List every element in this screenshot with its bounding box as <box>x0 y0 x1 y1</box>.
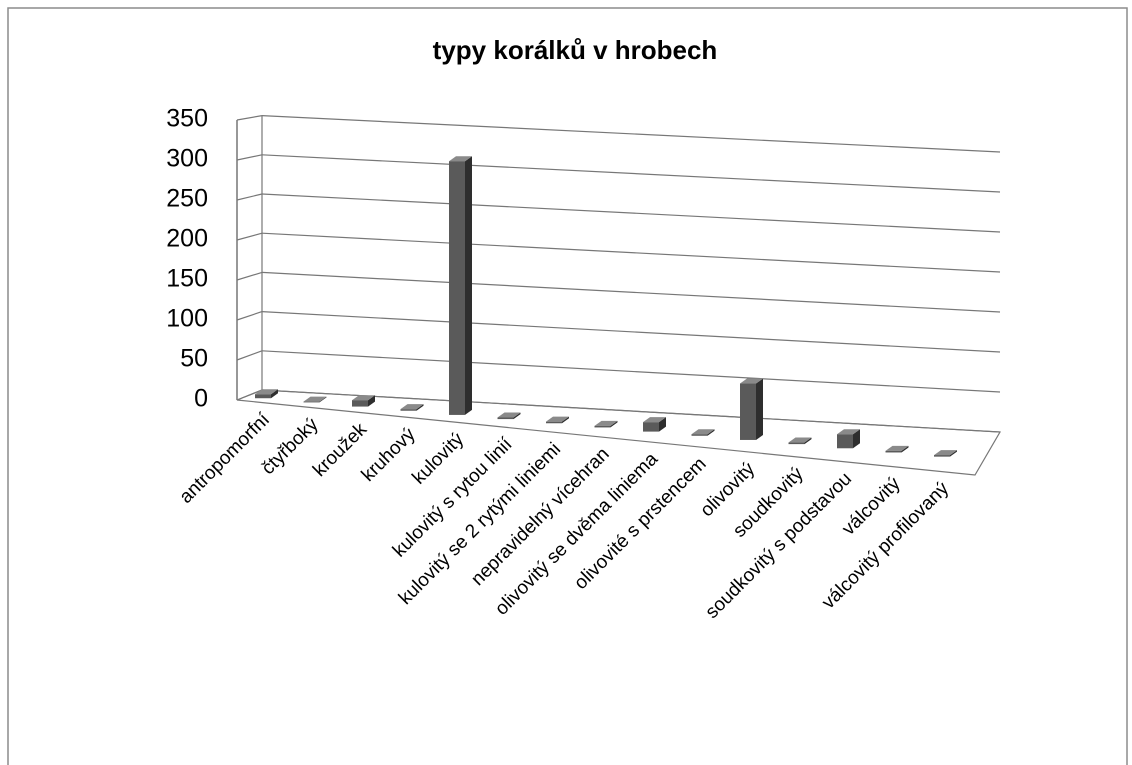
bar <box>303 396 327 403</box>
bar-front <box>497 417 514 420</box>
bar <box>352 395 375 407</box>
bar-top <box>837 429 860 435</box>
bar <box>837 429 860 449</box>
grid-wall-edge <box>236 115 263 121</box>
bar-front <box>352 400 368 407</box>
bar-top <box>352 395 375 401</box>
bar-side <box>416 404 424 411</box>
bar-front <box>255 394 271 399</box>
grid-line <box>261 193 1001 233</box>
bar-front <box>643 422 659 432</box>
grid-line <box>261 350 1001 393</box>
bar <box>497 412 521 420</box>
y-tick-label: 50 <box>180 345 208 373</box>
bar-top <box>303 396 327 402</box>
bar-top <box>788 437 812 443</box>
bar-front <box>788 442 805 445</box>
bar <box>885 445 909 453</box>
grid-line <box>261 115 1001 153</box>
bar <box>691 429 715 436</box>
bar-front <box>303 401 320 403</box>
bar-side <box>465 156 472 415</box>
bar-top <box>643 417 666 423</box>
bar <box>594 420 618 428</box>
chart-title: typy korálků v hrobech <box>433 35 718 65</box>
grid-wall-edge <box>236 350 263 361</box>
bar-side <box>610 420 618 428</box>
bar <box>788 437 812 445</box>
bar-top <box>740 378 763 384</box>
bar-front <box>885 450 902 453</box>
bar-front <box>594 425 611 428</box>
bar-side <box>707 429 715 436</box>
bar-top <box>934 450 957 456</box>
bar-front <box>400 409 417 411</box>
bar-front <box>449 161 465 415</box>
bar <box>400 404 424 411</box>
bar <box>740 378 763 440</box>
bar <box>934 450 957 457</box>
bar-side <box>950 450 957 457</box>
y-tick-label: 300 <box>166 145 208 173</box>
bar-side <box>271 389 278 399</box>
y-tick-label: 100 <box>166 305 208 333</box>
bar-side <box>756 378 763 440</box>
floor <box>236 389 1002 476</box>
bar <box>449 156 472 415</box>
grid-line <box>261 271 1001 313</box>
x-tick-label: antropomorfní <box>176 409 275 508</box>
bar-side <box>368 395 375 407</box>
y-tick-label: 0 <box>194 385 208 413</box>
y-tick-label: 350 <box>166 105 208 133</box>
y-tick-label: 150 <box>166 265 208 293</box>
grid-line <box>261 232 1001 273</box>
grid-wall-edge <box>236 193 263 201</box>
bar-side <box>319 396 327 403</box>
bar-top <box>255 389 278 395</box>
bar-side <box>901 445 909 453</box>
bar-top <box>449 156 472 162</box>
bar-front <box>691 434 708 436</box>
bar-top <box>400 404 424 410</box>
grid-wall-edge <box>236 232 263 241</box>
bar <box>643 417 666 432</box>
bar-side <box>562 416 569 424</box>
bar-top <box>691 429 715 435</box>
grid-line <box>261 311 1001 353</box>
bar <box>255 389 278 399</box>
grid-line <box>261 154 1001 193</box>
bar <box>546 416 569 424</box>
y-tick-label: 200 <box>166 225 208 253</box>
grid-wall-edge <box>236 271 263 281</box>
grid-wall-edge <box>236 154 263 161</box>
bar-side <box>513 412 521 420</box>
bar-side <box>659 417 666 432</box>
y-tick-label: 250 <box>166 185 208 213</box>
bar-top <box>885 445 909 451</box>
chart-frame <box>7 7 1128 765</box>
grid-wall-edge <box>236 311 263 321</box>
bar-top <box>546 416 569 422</box>
bar-front <box>837 434 853 449</box>
bar-front <box>740 383 756 440</box>
bar-side <box>853 429 860 449</box>
bar-top <box>594 420 618 426</box>
bar-front <box>546 421 562 424</box>
bar-top <box>497 412 521 418</box>
bar-front <box>934 455 950 457</box>
bar-side <box>804 437 812 445</box>
